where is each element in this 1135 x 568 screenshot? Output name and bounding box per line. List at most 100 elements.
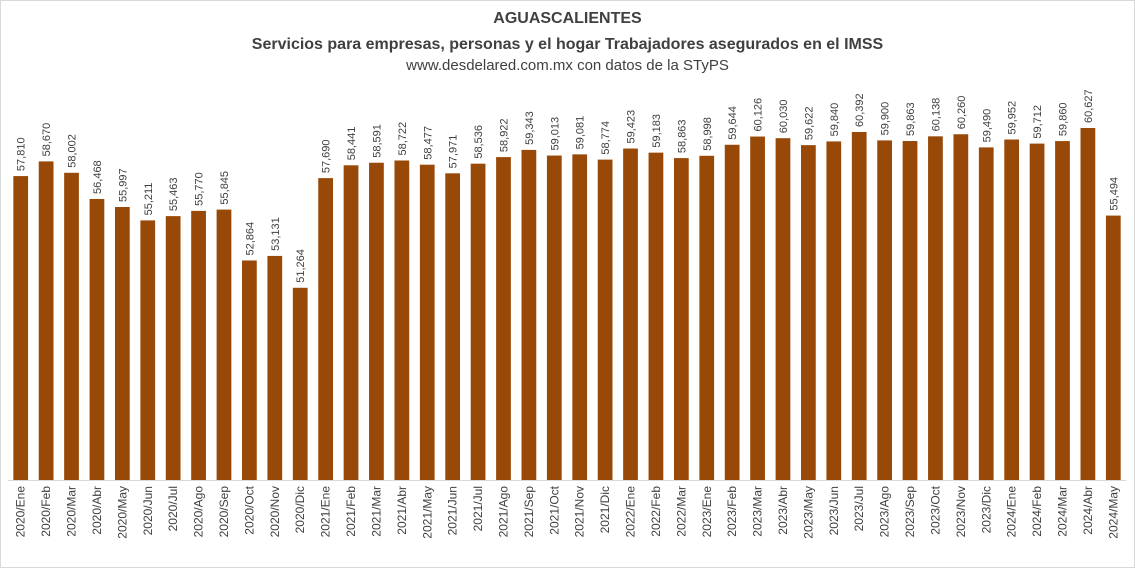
value-label: 58,998 (702, 117, 714, 151)
x-tick-label: 2021/Dic (598, 486, 612, 533)
x-tick-label: 2021/Jun (446, 486, 460, 535)
bar-2022-ene (623, 148, 638, 481)
x-tick-label: 2023/May (801, 486, 815, 539)
value-label: 59,900 (880, 102, 892, 136)
x-tick-label: 2020/Nov (268, 486, 282, 537)
bar-2021-oct (546, 155, 562, 481)
bar-2020-oct (242, 260, 257, 480)
x-tick-label: 2024/Mar (1055, 486, 1069, 537)
bar-2023-abr (775, 138, 791, 480)
x-tick-label: 2022/Ene (624, 486, 638, 538)
value-label: 59,490 (981, 109, 993, 143)
value-label: 60,392 (854, 93, 866, 127)
bar-2021-abr (394, 160, 410, 480)
x-tick-label: 2020/Dic (293, 486, 307, 533)
bar-2023-jul (851, 132, 867, 480)
x-tick-label: 2023/Nov (954, 486, 968, 537)
value-label: 60,138 (930, 98, 942, 132)
bar-2020-sep (216, 209, 232, 480)
bar-2023-jun (826, 141, 842, 480)
bar-2024-ene (1004, 139, 1020, 480)
x-tick-label: 2020/Abr (90, 486, 104, 535)
x-tick-label: 2023/Ago (878, 486, 892, 538)
bar-2023-oct (928, 136, 943, 480)
x-tick-label: 2023/Dic (979, 486, 993, 533)
bar-2020-feb (38, 161, 54, 480)
value-label: 55,211 (143, 183, 155, 216)
x-tick-label: 2024/Ene (1005, 486, 1019, 538)
bar-2023-feb (724, 144, 740, 480)
chart-title: AGUASCALIENTES (493, 10, 642, 27)
value-label: 58,536 (473, 125, 485, 159)
x-tick-label: 2021/Nov (573, 486, 587, 537)
x-tick-label: 2022/Mar (674, 486, 688, 537)
x-tick-label: 2020/Mar (65, 486, 79, 537)
bar-2021-dic (597, 159, 613, 480)
x-tick-label: 2023/Jun (827, 486, 841, 535)
bar-2024-abr (1080, 128, 1096, 480)
x-tick-labels-group: 2020/Ene 2020/Feb 2020/Mar 2020/Abr 2020/May… (14, 485, 1121, 538)
x-tick-label: 2020/May (115, 486, 129, 539)
x-tick-label: 2021/May (420, 486, 434, 539)
value-label: 57,971 (448, 135, 460, 169)
value-label: 52,864 (244, 222, 256, 256)
chart-subtitle: Servicios para empresas, personas y el h… (251, 36, 884, 53)
bar-2023-ene (699, 155, 715, 481)
value-label: 55,997 (117, 168, 129, 202)
x-tick-label: 2020/Ene (14, 486, 28, 538)
bar-2020-mar (64, 172, 79, 481)
value-label: 60,030 (778, 100, 790, 134)
value-label: 56,468 (92, 160, 104, 194)
value-label: 58,477 (422, 126, 434, 160)
bar-2021-ago (496, 157, 511, 480)
x-tick-label: 2023/Sep (903, 486, 917, 538)
value-label: 57,810 (16, 137, 28, 171)
value-label: 53,131 (270, 217, 282, 251)
value-label: 59,860 (1057, 102, 1069, 136)
bar-2020-ene (13, 176, 29, 480)
value-label: 59,343 (524, 111, 536, 145)
x-tick-label: 2020/Feb (39, 486, 53, 537)
value-label: 59,840 (829, 103, 841, 137)
bar-2024-feb (1029, 143, 1045, 481)
value-label: 58,441 (346, 127, 358, 161)
value-label: 59,863 (905, 102, 917, 136)
value-label: 51,264 (295, 249, 307, 283)
bar-2023-dic (978, 147, 994, 480)
bar-2023-ago (877, 140, 892, 480)
x-tick-label: 2023/Feb (725, 486, 739, 537)
x-tick-label: 2021/Oct (547, 485, 561, 534)
x-tick-label: 2021/Jul (471, 486, 485, 531)
bar-2024-mar (1055, 141, 1070, 480)
value-label: 58,591 (371, 124, 383, 158)
value-label: 59,952 (1007, 101, 1019, 135)
x-tick-label: 2021/Mar (369, 486, 383, 537)
bar-2020-ago (191, 210, 206, 480)
value-label: 55,845 (219, 171, 231, 205)
bar-2020-abr (89, 198, 105, 480)
value-label: 59,013 (549, 117, 561, 151)
value-label: 60,260 (956, 96, 968, 130)
bar-2020-may (114, 207, 130, 480)
bar-2021-may (419, 164, 435, 480)
value-label: 59,712 (1032, 105, 1044, 139)
bar-2021-ene (318, 178, 333, 480)
x-tick-label: 2021/Ene (319, 486, 333, 538)
x-tick-label: 2021/Feb (344, 486, 358, 537)
value-label: 55,494 (1108, 177, 1120, 211)
bar-2021-sep (521, 149, 537, 480)
value-label: 58,722 (397, 122, 409, 156)
value-label: 57,690 (321, 139, 333, 173)
value-label: 59,081 (575, 116, 587, 150)
x-tick-label: 2023/Oct (928, 485, 942, 534)
value-label: 59,183 (651, 114, 663, 148)
x-tick-label: 2020/Oct (242, 485, 256, 534)
value-label: 60,126 (753, 98, 765, 132)
value-label: 58,002 (67, 134, 79, 168)
value-label: 58,774 (600, 121, 612, 155)
bar-2020-nov (267, 255, 283, 480)
x-tick-label: 2024/Feb (1030, 486, 1044, 537)
value-label: 58,863 (676, 119, 688, 153)
bar-2023-may (801, 145, 816, 480)
